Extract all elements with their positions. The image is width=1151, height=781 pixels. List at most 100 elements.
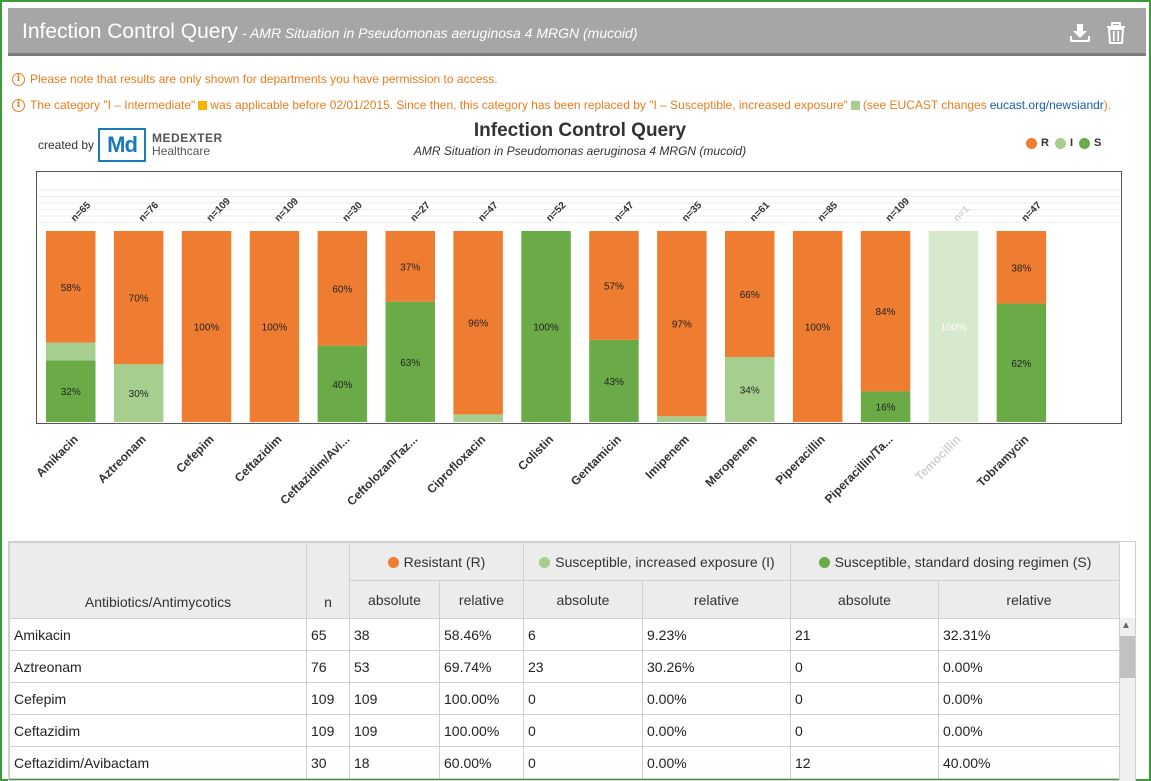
legend-dot-i [1054, 137, 1066, 149]
bar-i[interactable] [928, 231, 979, 422]
intermediate-old-swatch [198, 100, 208, 110]
info-icon: i [12, 98, 25, 112]
x-tick-label: Aztreonam [95, 432, 149, 486]
x-tick-label: Tobramycin [974, 432, 1031, 489]
intermediate-new-swatch [850, 100, 860, 110]
bar-n-label: n=1 [952, 204, 972, 224]
bar-data-label: 38% [1011, 263, 1031, 274]
bar-r[interactable] [249, 231, 300, 422]
table-row[interactable]: Aztreonam 76 53 69.74% 23 30.26% 0 0.00% [9, 650, 1120, 683]
bar-r[interactable] [792, 231, 843, 422]
bar-data-label: 57% [604, 281, 624, 292]
x-tick-label: Piperacillin [773, 432, 828, 487]
col-group-intermediate: Susceptible, increased exposure (I) [523, 542, 791, 581]
chart-legend: R I S [1020, 137, 1101, 149]
col-header-s-relative[interactable]: relative [938, 580, 1120, 619]
bar-r[interactable] [46, 231, 96, 343]
legend-dot-r [1026, 137, 1037, 149]
table-row[interactable]: Ceftazidim/Avibactam 30 18 60.00% 0 0.00% 1… [9, 746, 1120, 779]
table-scroll-thumb[interactable] [1120, 636, 1135, 678]
x-tick-label: Piperacillin/Ta... [822, 432, 896, 506]
bar-data-label: 66% [740, 290, 760, 301]
bar-r[interactable] [385, 231, 436, 302]
bar-i[interactable] [725, 357, 775, 422]
page-title: Infection Control Query - AMR Situation i… [22, 20, 638, 43]
info-icon: i [12, 72, 25, 86]
bar-r[interactable] [589, 231, 639, 340]
legend-label-r[interactable]: R [1041, 137, 1049, 149]
col-header-r-absolute[interactable]: absolute [349, 580, 440, 619]
bar-r[interactable] [657, 231, 707, 417]
col-header-r-relative[interactable]: relative [439, 580, 524, 619]
legend-label-s[interactable]: S [1094, 137, 1102, 149]
bar-data-label: 60% [332, 284, 352, 295]
bar-data-label: 100% [941, 323, 967, 334]
col-header-i-relative[interactable]: relative [642, 580, 791, 619]
permission-note: i Please note that results are only show… [12, 66, 1148, 92]
bar-i[interactable] [113, 364, 164, 422]
bar-chart: 32%58%n=65Amikacin30%70%n=76Aztreonam100… [33, 189, 1120, 508]
x-tick-label: Ciprofloxacin [424, 432, 488, 496]
col-header-i-absolute[interactable]: absolute [523, 580, 643, 619]
susceptible-dot-icon [818, 556, 830, 568]
bar-data-label: 30% [129, 389, 149, 400]
bar-data-label: 63% [400, 358, 420, 369]
bar-data-label: 62% [1011, 359, 1031, 370]
chart-title: Infection Control Query [473, 120, 687, 141]
table-row[interactable]: Ceftazidim 109 109 100.00% 0 0.00% 0 0.00% [9, 714, 1120, 747]
table-row[interactable]: Amikacin 65 38 58.46% 6 9.23% 21 32.31% [9, 618, 1120, 651]
col-header-antibiotics[interactable]: Antibiotics/Antimycotics [9, 542, 307, 619]
bar-s[interactable] [589, 339, 639, 422]
x-tick-label: Ceftolozan/Taz... [344, 432, 420, 508]
page-subtitle: - AMR Situation in Pseudomonas aeruginos… [241, 25, 638, 41]
legend-dot-s [1079, 137, 1091, 149]
bar-data-label: 37% [400, 262, 420, 273]
delete-button[interactable] [1105, 22, 1127, 44]
bar-r[interactable] [113, 231, 164, 365]
x-tick-label: Temocillin [912, 432, 963, 483]
bar-r[interactable] [317, 231, 368, 346]
bar-i[interactable] [46, 342, 96, 361]
bar-s[interactable] [46, 360, 96, 422]
legend-label-i[interactable]: I [1069, 137, 1074, 149]
bar-data-label: 100% [262, 323, 288, 334]
eucast-link[interactable]: eucast.org/newsiandr [989, 98, 1104, 112]
resistant-dot-icon [387, 556, 399, 568]
bar-r[interactable] [996, 231, 1047, 304]
bar-data-label: 32% [61, 387, 81, 398]
bar-data-label: 100% [805, 323, 831, 334]
bar-i[interactable] [657, 416, 707, 422]
col-header-n[interactable]: n [306, 542, 350, 619]
x-tick-label: Colistin [515, 432, 556, 473]
download-icon [1070, 24, 1090, 42]
bar-data-label: 16% [876, 403, 896, 414]
table-row[interactable]: Cefepim 109 109 100.00% 0 0.00% 0 0.00% [9, 682, 1120, 715]
bar-s[interactable] [996, 303, 1047, 422]
bar-r[interactable] [725, 231, 775, 358]
bar-r[interactable] [453, 231, 503, 415]
x-tick-label: Cefepim [173, 432, 216, 475]
bar-r[interactable] [181, 231, 232, 422]
bar-data-label: 58% [61, 283, 81, 294]
x-tick-label: Amikacin [33, 432, 81, 480]
col-group-resistant: Resistant (R) [349, 542, 524, 581]
results-table-container: Antibiotics/Antimycotics n Resistant (R)… [8, 541, 1136, 781]
intermediate-dot-icon [539, 556, 551, 568]
col-header-s-absolute[interactable]: absolute [790, 580, 939, 619]
bar-data-label: 34% [740, 386, 760, 397]
x-tick-label: Ceftazidim [232, 432, 285, 485]
bar-r[interactable] [860, 231, 911, 392]
bar-data-label: 97% [672, 320, 692, 331]
page-header: Infection Control Query - AMR Situation i… [8, 8, 1146, 56]
download-button[interactable] [1069, 22, 1091, 44]
col-group-susceptible: Susceptible, standard dosing regimen (S) [790, 542, 1120, 581]
bar-data-label: 43% [604, 377, 624, 388]
bar-s[interactable] [521, 231, 571, 422]
bar-s[interactable] [317, 345, 368, 422]
bar-i[interactable] [453, 414, 503, 422]
notes: i Please note that results are only show… [12, 66, 1148, 118]
scroll-up-icon[interactable]: ▲ [1121, 620, 1131, 631]
bar-s[interactable] [860, 391, 911, 422]
bar-s[interactable] [385, 301, 436, 422]
bar-data-label: 70% [129, 294, 149, 305]
